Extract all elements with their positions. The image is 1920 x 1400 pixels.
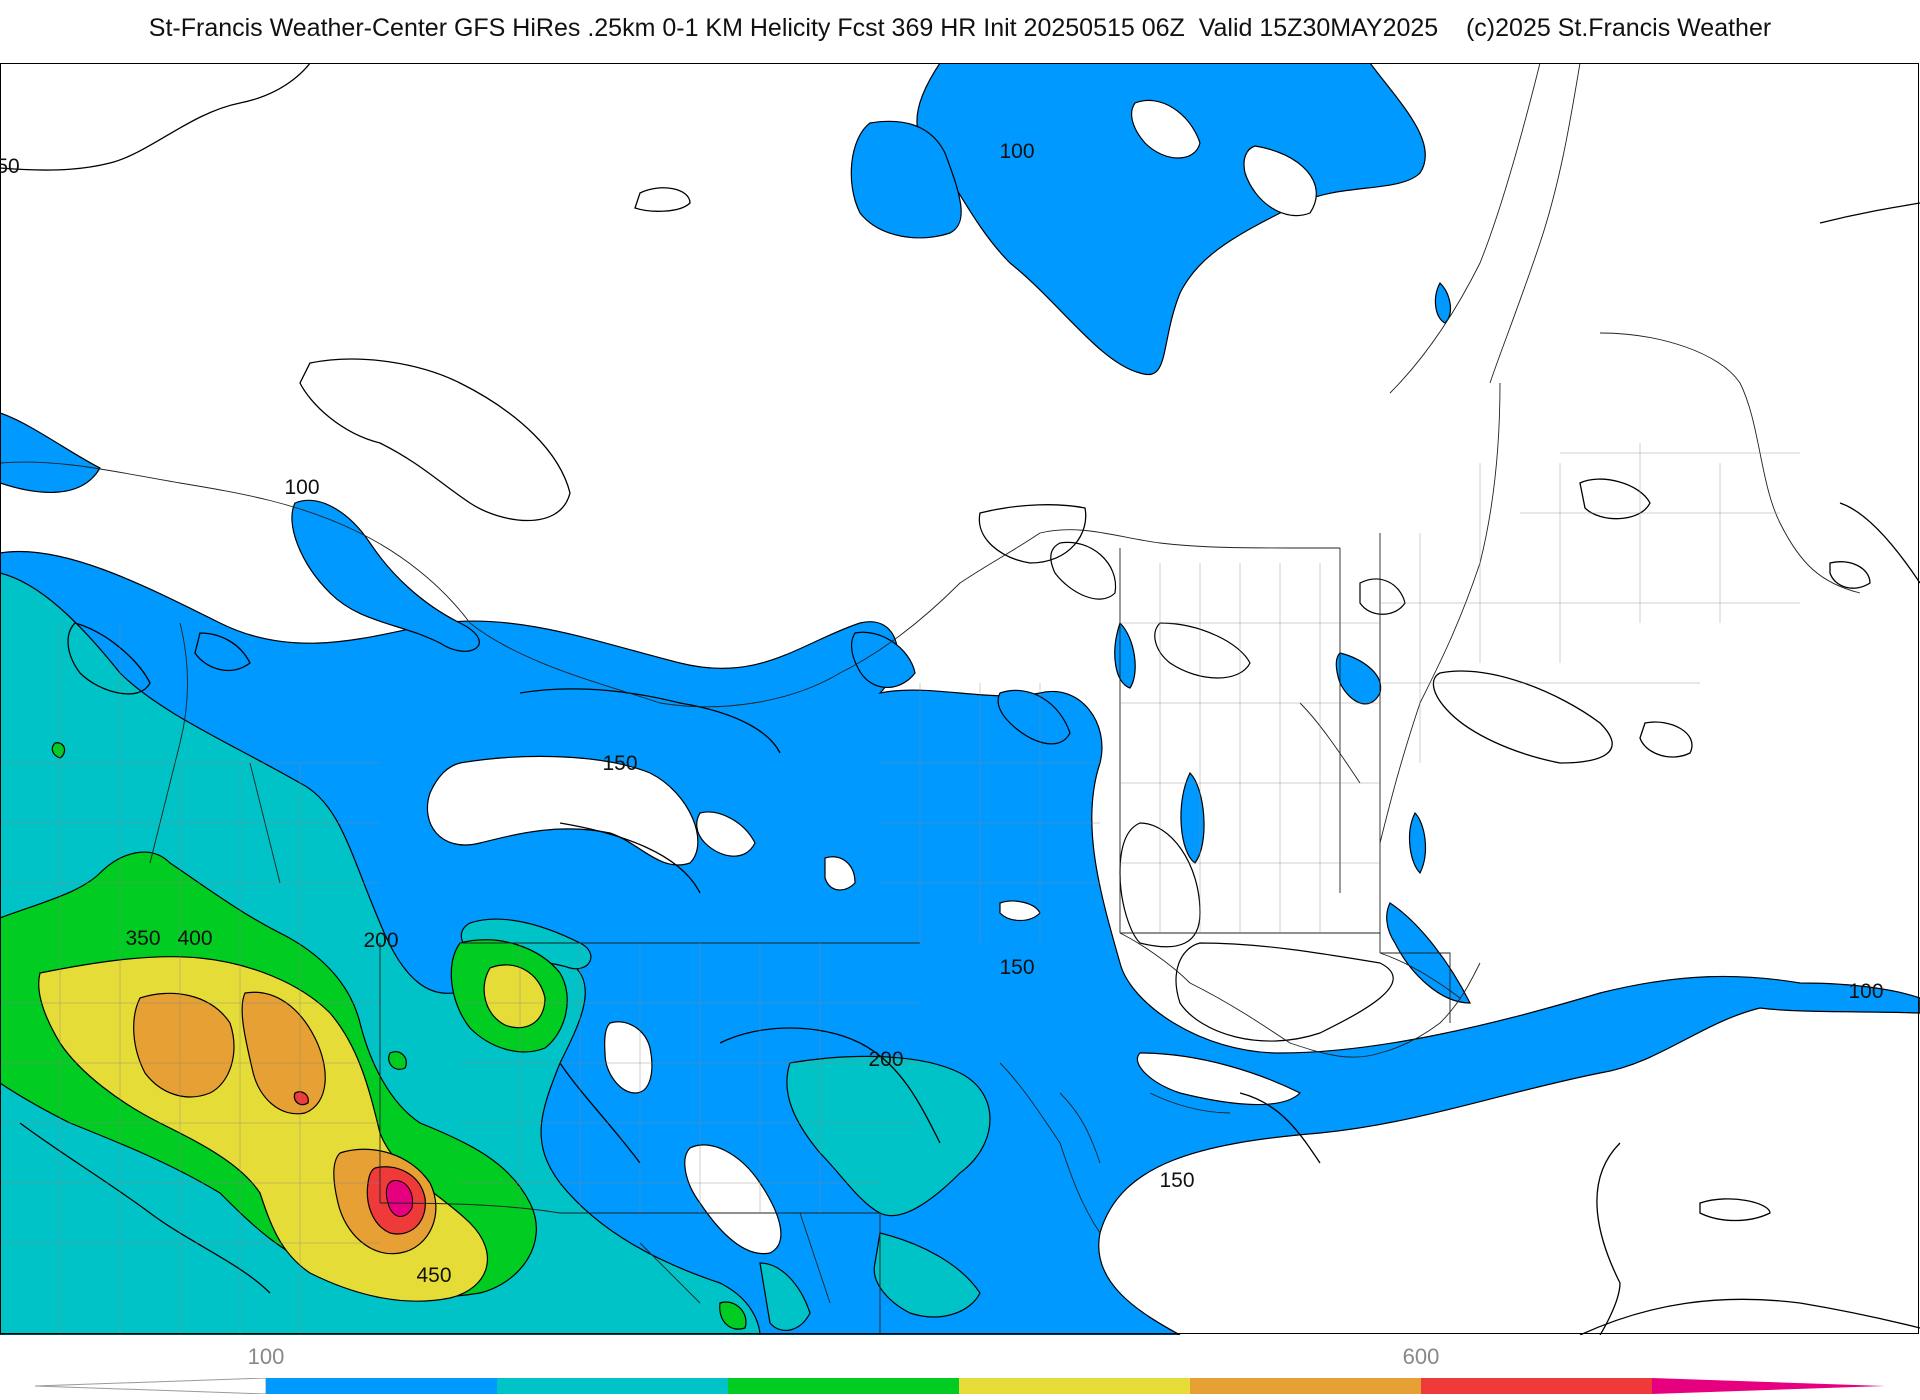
blue-region-north-lake [291,499,480,652]
contour-label-150-east: 150 [999,956,1035,979]
orange-region-west [133,992,235,1098]
contour-label-200-west: 200 [363,929,399,952]
contour-label-350: 350 [125,927,161,950]
fill-white-holes [426,99,1406,1255]
colorbar-under-triangle [35,1378,267,1394]
green-region-tiny [388,1051,407,1070]
contour-label-200-east: 200 [868,1048,904,1071]
boundary-lines [0,63,1861,1335]
blue-region-small5 [1409,811,1426,875]
green-region-se [719,1301,747,1330]
colorbar-over-triangle [1652,1378,1885,1394]
colorbar-tick-100: 100 [247,1344,285,1369]
blue-region-small1 [1434,282,1452,324]
map-title: St-Francis Weather-Center GFS HiRes .25k… [148,14,1772,42]
yellow-region-north [483,964,546,1029]
contour-label-150-south: 150 [1159,1169,1195,1192]
orange-region-mid [241,991,326,1115]
blue-region-small2 [1114,621,1136,689]
contour-label-100-west: 100 [284,476,320,499]
fill-magenta [385,1180,414,1217]
contour-lines [0,63,1920,1335]
teal-region-east [786,1055,991,1217]
colorbar-segment [497,1378,728,1394]
magenta-region-core [385,1180,414,1217]
contour-label-100-east: 100 [1848,980,1884,1003]
helicity-map [0,63,1920,1335]
colorbar-tick-600: 600 [1402,1344,1440,1369]
blue-region-small3 [1335,652,1382,705]
contour-label-150-west: 150 [602,752,638,775]
county-lines [0,443,1800,1335]
colorbar-segment [1190,1378,1421,1394]
contour-label-450: 450 [416,1264,452,1287]
colorbar-segment [1421,1378,1652,1394]
colorbar-segment [266,1378,497,1394]
contour-label-100-north: 100 [999,140,1035,163]
contour-label-50: 50 [0,155,20,178]
colorbar-segment [728,1378,959,1394]
colorbar-segment [959,1378,1190,1394]
blue-region-topleft [0,412,101,493]
blue-region-small8 [851,631,916,688]
red-region-small [293,1091,309,1106]
blue-region-northwest [850,120,962,239]
teal-region-se [759,1262,811,1331]
blue-region-small4 [1180,771,1205,864]
teal-region-south [873,1232,981,1318]
contour-label-400: 400 [177,927,213,950]
colorbar [35,1378,1885,1394]
